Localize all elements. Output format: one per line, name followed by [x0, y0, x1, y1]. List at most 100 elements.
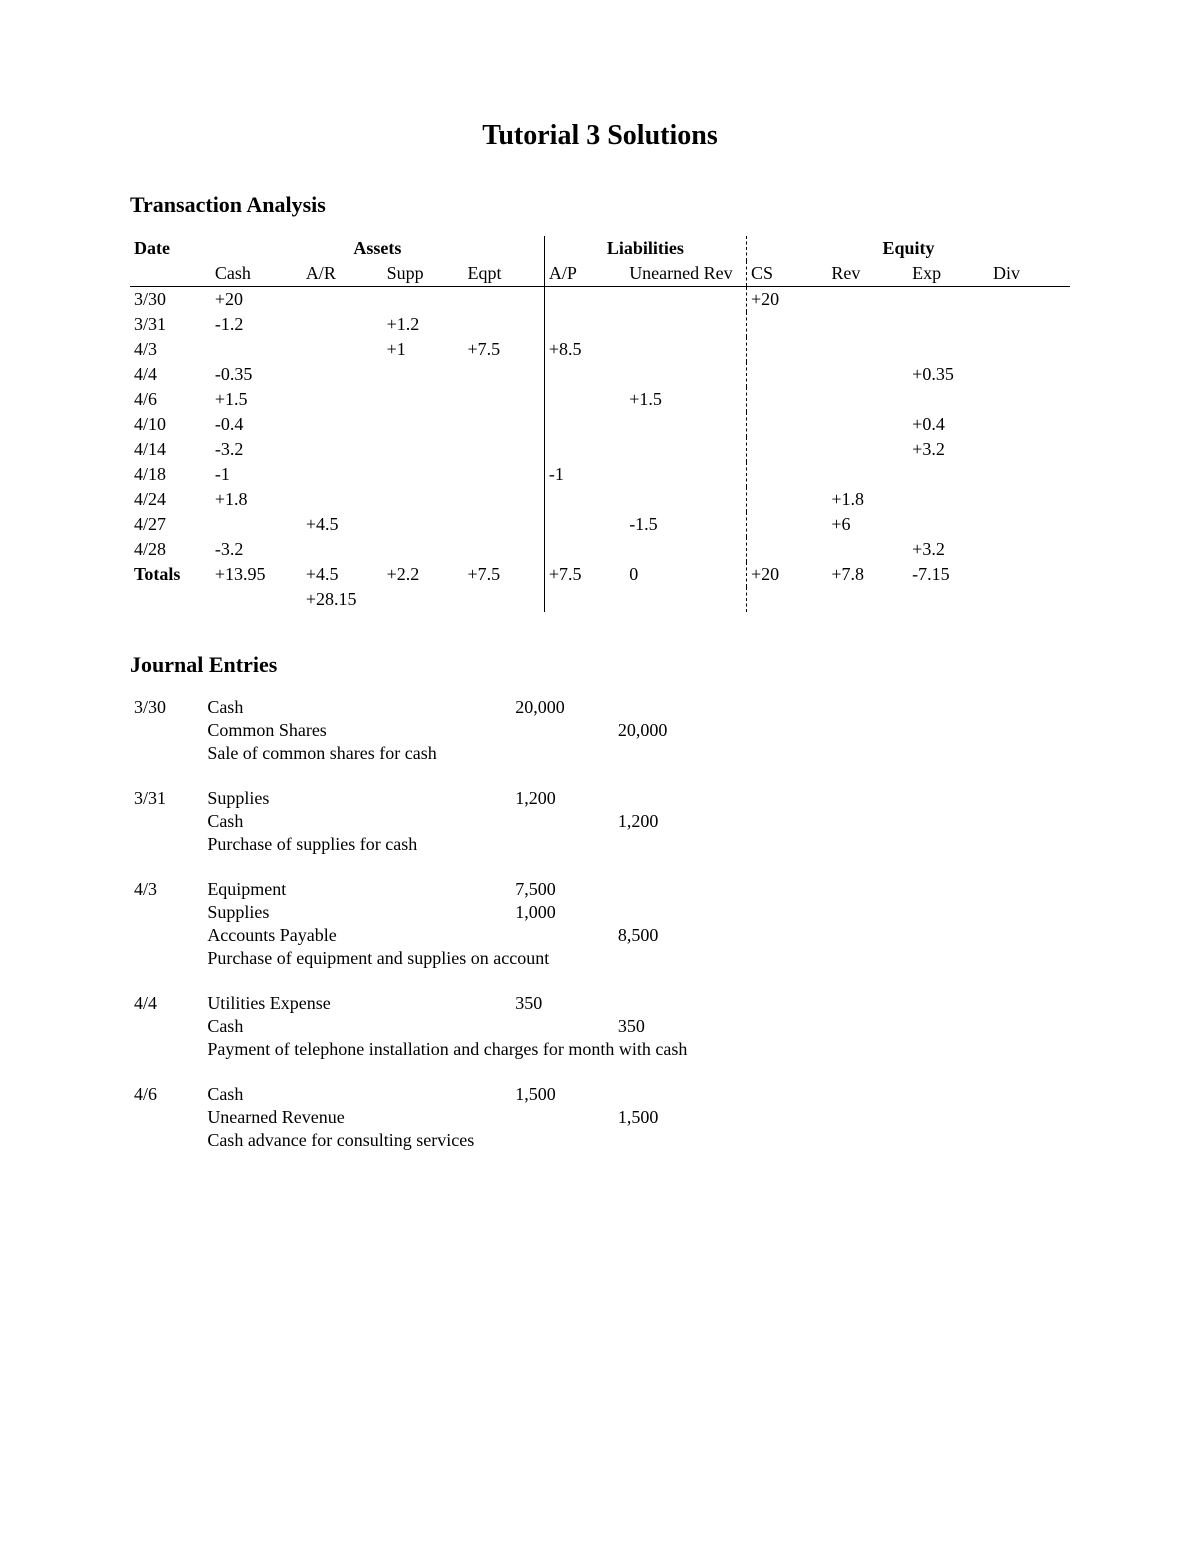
cell-exp — [908, 337, 989, 362]
journal-line: Unearned Revenue1,500 — [130, 1106, 863, 1129]
cell-exp: +3.2 — [908, 537, 989, 562]
page-title: Tutorial 3 Solutions — [130, 120, 1070, 152]
cell-exp: +0.35 — [908, 362, 989, 387]
cell-exp: +3.2 — [908, 437, 989, 462]
cell-supp — [383, 387, 464, 412]
cell-eqpt — [464, 537, 545, 562]
cell-ap — [544, 487, 625, 512]
cell-ur: +1.5 — [625, 387, 746, 412]
col-cash: Cash — [211, 261, 302, 287]
cell-div — [989, 487, 1070, 512]
cell-ur — [625, 412, 746, 437]
cell-date: 3/30 — [130, 287, 211, 313]
cell-ap — [544, 362, 625, 387]
table-row: 4/28-3.2+3.2 — [130, 537, 1070, 562]
journal-date: 4/4 — [130, 992, 203, 1015]
totals-label: Totals — [130, 562, 211, 587]
journal-date — [130, 1106, 203, 1129]
cell-cs — [746, 312, 827, 337]
cell-ur: -1.5 — [625, 512, 746, 537]
journal-description-row: Cash advance for consulting services — [130, 1129, 863, 1152]
journal-account: Cash — [203, 696, 511, 719]
cell-div — [989, 412, 1070, 437]
cell-cash: -1 — [211, 462, 302, 487]
col-rev: Rev — [827, 261, 908, 287]
journal-line: Cash 350 — [130, 1015, 863, 1038]
cell-eqpt — [464, 312, 545, 337]
cell-ap: -1 — [544, 462, 625, 487]
journal-line: 3/31Supplies1,200 — [130, 787, 863, 810]
group-equity: Equity — [746, 236, 1070, 261]
cell-rev — [827, 337, 908, 362]
cell-supp — [383, 462, 464, 487]
cell-div — [989, 512, 1070, 537]
cell-ar — [302, 487, 383, 512]
journal-debit: 20,000 — [511, 696, 614, 719]
cell-eqpt — [464, 287, 545, 313]
journal-debit — [511, 924, 614, 947]
journal-description: Purchase of equipment and supplies on ac… — [203, 947, 863, 970]
journal-debit — [511, 719, 614, 742]
cell-ur — [625, 362, 746, 387]
cell-ar — [302, 362, 383, 387]
cell-rev — [827, 412, 908, 437]
cell-date: 4/18 — [130, 462, 211, 487]
cell-eqpt — [464, 512, 545, 537]
cell-cash: -0.35 — [211, 362, 302, 387]
cell-ar — [302, 312, 383, 337]
journal-debit — [511, 810, 614, 833]
cell-date: 3/31 — [130, 312, 211, 337]
cell-eqpt — [464, 362, 545, 387]
journal-credit: 1,500 — [614, 1106, 717, 1129]
cell-ar — [302, 437, 383, 462]
journal-account: Cash — [203, 1015, 511, 1038]
cell-div — [989, 337, 1070, 362]
col-date: Date — [130, 236, 211, 261]
cell-ar — [302, 412, 383, 437]
cell-div — [989, 462, 1070, 487]
cell-ar — [302, 337, 383, 362]
journal-line: 4/4Utilities Expense350 — [130, 992, 863, 1015]
journal-credit — [614, 901, 717, 924]
cell-ap — [544, 412, 625, 437]
journal-entry: 4/3Equipment7,500Supplies1,000Accounts P… — [130, 878, 863, 970]
cell-ur — [625, 487, 746, 512]
journal-account: Utilities Expense — [203, 992, 511, 1015]
journal-credit: 350 — [614, 1015, 717, 1038]
cell-exp — [908, 487, 989, 512]
cell-div — [989, 387, 1070, 412]
journal-description-row: Sale of common shares for cash — [130, 742, 863, 765]
journal-date: 4/6 — [130, 1083, 203, 1106]
cell-ap — [544, 387, 625, 412]
cell-rev — [827, 437, 908, 462]
table-row: 4/27+4.5-1.5+6 — [130, 512, 1070, 537]
totals-cell: +4.5 — [302, 562, 383, 587]
cell-supp — [383, 412, 464, 437]
cell-ar — [302, 462, 383, 487]
cell-div — [989, 537, 1070, 562]
journal-date: 4/3 — [130, 878, 203, 901]
cell-cs — [746, 487, 827, 512]
journal-account: Supplies — [203, 787, 511, 810]
cell-rev — [827, 537, 908, 562]
journal-entry: 3/30Cash20,000Common Shares20,000Sale of… — [130, 696, 863, 765]
journal-line: Supplies1,000 — [130, 901, 863, 924]
journal-account: Supplies — [203, 901, 511, 924]
col-ur: Unearned Rev — [625, 261, 746, 287]
cell-date: 4/28 — [130, 537, 211, 562]
cell-exp — [908, 462, 989, 487]
cell-ur — [625, 462, 746, 487]
cell-rev — [827, 362, 908, 387]
journal-line: Cash1,200 — [130, 810, 863, 833]
col-eqpt: Eqpt — [464, 261, 545, 287]
cell-supp — [383, 362, 464, 387]
cell-supp — [383, 537, 464, 562]
cell-cash: +20 — [211, 287, 302, 313]
journal-entry: 3/31Supplies1,200Cash1,200Purchase of su… — [130, 787, 863, 856]
cell-exp: +0.4 — [908, 412, 989, 437]
col-exp: Exp — [908, 261, 989, 287]
table-row: 4/6+1.5+1.5 — [130, 387, 1070, 412]
cell-eqpt — [464, 462, 545, 487]
totals-cell: +20 — [746, 562, 827, 587]
table-row: 3/30+20+20 — [130, 287, 1070, 313]
